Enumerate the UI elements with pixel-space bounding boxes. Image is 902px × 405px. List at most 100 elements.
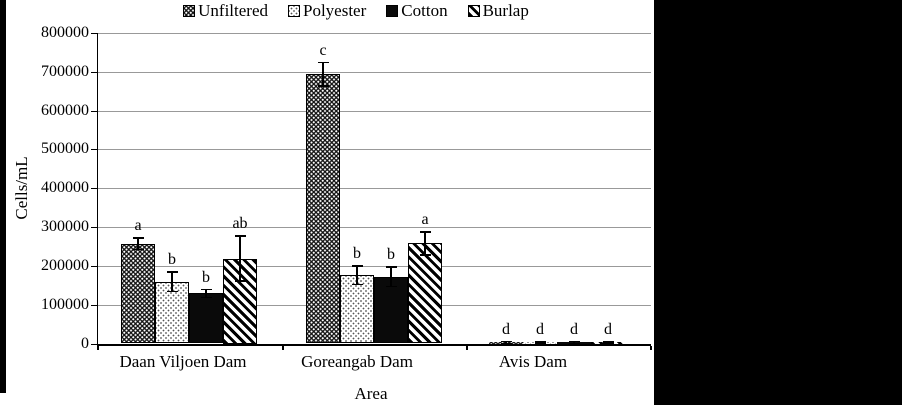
error-bar	[205, 289, 207, 298]
error-bar-cap-top	[602, 341, 614, 343]
x-axis-line	[96, 343, 651, 346]
bar-unfiltered-daan-viljoen-dam	[121, 243, 155, 344]
y-tick-label: 300000	[41, 218, 89, 236]
error-bar-cap-top	[317, 61, 329, 64]
y-axis-tick	[91, 71, 97, 73]
error-bar-cap-top	[132, 237, 144, 239]
y-axis-tick	[91, 149, 97, 151]
bar-cotton-daan-viljoen-dam	[189, 293, 223, 344]
significance-letter: a	[421, 210, 429, 228]
x-axis-tick	[282, 345, 284, 350]
error-bar	[137, 237, 139, 250]
error-bar	[607, 341, 609, 344]
error-bar-cap-bottom	[317, 85, 329, 87]
error-bar-cap-bottom	[200, 296, 212, 299]
x-axis-tick	[650, 345, 652, 350]
category-label-daan-viljoen-dam: Daan Viljoen Dam	[119, 352, 247, 371]
legend-label: Cotton	[401, 1, 448, 20]
significance-letter: b	[387, 246, 395, 263]
error-bar-cap-bottom	[132, 248, 144, 251]
y-axis-tick	[91, 188, 97, 190]
error-bar-cap-bottom	[351, 283, 363, 286]
significance-letter: b	[202, 268, 210, 286]
error-bar	[390, 267, 392, 287]
significance-letter: d	[536, 320, 544, 338]
significance-letter: a	[134, 216, 142, 234]
significance-letter: b	[168, 251, 176, 269]
legend-item-unfiltered: Unfiltered	[183, 2, 268, 20]
bar-cotton-goreangab-dam	[374, 276, 408, 344]
error-bar-cap-top	[166, 271, 178, 273]
error-bar	[505, 341, 507, 344]
y-axis-tick	[91, 33, 97, 34]
y-axis-tick	[91, 304, 97, 306]
error-bar-cap-top	[351, 265, 363, 267]
legend-label: Burlap	[482, 1, 529, 20]
x-axis-tick	[96, 345, 99, 350]
x-axis-title: Area	[354, 384, 388, 403]
error-bar	[171, 272, 173, 292]
y-tick-label: 400000	[41, 179, 89, 197]
error-bar-cap-bottom	[568, 342, 580, 345]
error-bar	[239, 236, 241, 281]
category-label-avis-dam: Avis Dam	[498, 352, 568, 371]
legend-label: Unfiltered	[198, 1, 268, 20]
y-tick-label: 600000	[41, 101, 89, 119]
y-axis-tick	[91, 343, 97, 345]
chart-legend: Unfiltered Polyester Cotton Burlap	[95, 1, 617, 21]
y-tick-label: 200000	[41, 256, 89, 274]
category-label-goreangab-dam: Goreangab Dam	[301, 352, 413, 371]
y-axis-tick	[91, 265, 97, 267]
error-bar	[573, 341, 575, 344]
gridline	[98, 110, 651, 112]
y-axis-line	[96, 33, 98, 346]
error-bar	[356, 265, 358, 285]
legend-marker-diagonal-stripes-icon	[467, 5, 480, 17]
significance-letter: d	[502, 320, 510, 338]
legend-item-polyester: Polyester	[288, 2, 366, 20]
error-bar-cap-bottom	[500, 342, 512, 345]
error-bar-cap-bottom	[419, 254, 431, 256]
error-bar-cap-top	[500, 340, 512, 343]
y-axis-title: Cells/mL	[12, 156, 31, 220]
significance-letter: d	[570, 320, 578, 338]
y-tick-label: 500000	[41, 140, 89, 158]
error-bar-cap-bottom	[234, 280, 246, 282]
y-tick-label: 800000	[41, 24, 89, 41]
error-bar	[539, 341, 541, 344]
gridline	[98, 71, 651, 73]
error-bar-cap-bottom	[385, 285, 397, 288]
gridline	[98, 227, 651, 229]
legend-label: Polyester	[303, 1, 367, 20]
error-bar-cap-bottom	[534, 342, 546, 345]
bar-polyester-goreangab-dam	[340, 275, 374, 344]
gridline	[98, 33, 651, 34]
significance-letter: d	[604, 320, 612, 338]
error-bar-cap-top	[419, 231, 431, 233]
bar-burlap-goreangab-dam	[408, 243, 442, 344]
bar-unfiltered-goreangab-dam	[306, 74, 340, 344]
error-bar-cap-top	[200, 288, 212, 291]
significance-letter: ab	[232, 215, 248, 232]
error-bar	[322, 62, 324, 86]
error-bar-cap-top	[568, 340, 580, 343]
error-bar-cap-top	[534, 341, 546, 343]
gridline	[98, 188, 651, 190]
legend-marker-solid-black-icon	[386, 5, 399, 17]
y-axis-tick	[91, 110, 97, 112]
legend-marker-black-woven-crosshatch-icon	[183, 5, 196, 17]
significance-letter: b	[353, 244, 361, 262]
gridline	[98, 149, 651, 151]
y-axis-tick	[91, 227, 97, 229]
error-bar-cap-bottom	[602, 342, 614, 345]
scan-border-left	[0, 0, 6, 393]
y-tick-label: 700000	[41, 62, 89, 80]
gridline	[98, 265, 651, 267]
error-bar-cap-top	[234, 235, 246, 237]
legend-item-cotton: Cotton	[386, 1, 448, 20]
legend-item-burlap: Burlap	[467, 1, 529, 20]
significance-letter: c	[319, 41, 327, 59]
x-axis-tick	[466, 345, 468, 350]
